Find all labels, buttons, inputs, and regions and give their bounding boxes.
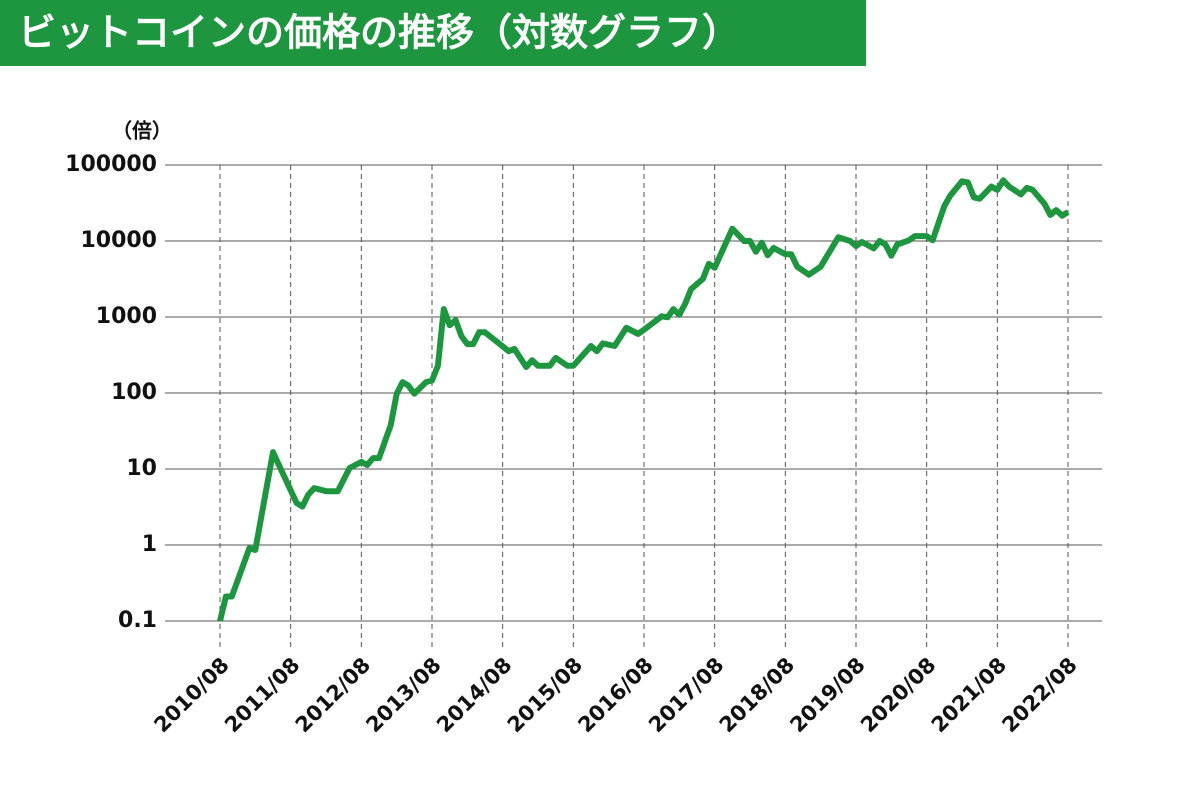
title-bar: [0, 0, 866, 66]
y-tick-label: 100000: [65, 152, 157, 177]
x-tick-label: 2015/08: [503, 653, 587, 737]
y-tick-label: 10000: [80, 228, 157, 253]
x-tick-label: 2022/08: [997, 653, 1081, 737]
x-tick-label: 2010/08: [149, 653, 233, 737]
x-tick-label: 2014/08: [432, 653, 516, 737]
x-tick-label: 2016/08: [573, 653, 657, 737]
x-tick-label: 2018/08: [715, 653, 799, 737]
x-tick-label: 2013/08: [361, 653, 445, 737]
y-tick-label: 10: [126, 456, 157, 481]
x-tick-label: 2011/08: [220, 653, 304, 737]
y-tick-label: 100: [111, 380, 157, 405]
line-series: [217, 177, 1070, 622]
chart-title: ビットコインの価格の推移（対数グラフ）: [18, 11, 740, 55]
y-axis-label: （倍）: [112, 119, 172, 143]
x-tick-label: 2012/08: [291, 653, 375, 737]
x-tick-label: 2020/08: [856, 653, 940, 737]
y-tick-label: 0.1: [118, 608, 157, 633]
x-tick-label: 2017/08: [644, 653, 728, 737]
x-tick-label: 2021/08: [927, 653, 1011, 737]
y-tick-label: 1000: [96, 304, 157, 329]
x-tick-label: 2019/08: [785, 653, 869, 737]
y-tick-label: 1: [142, 532, 157, 557]
